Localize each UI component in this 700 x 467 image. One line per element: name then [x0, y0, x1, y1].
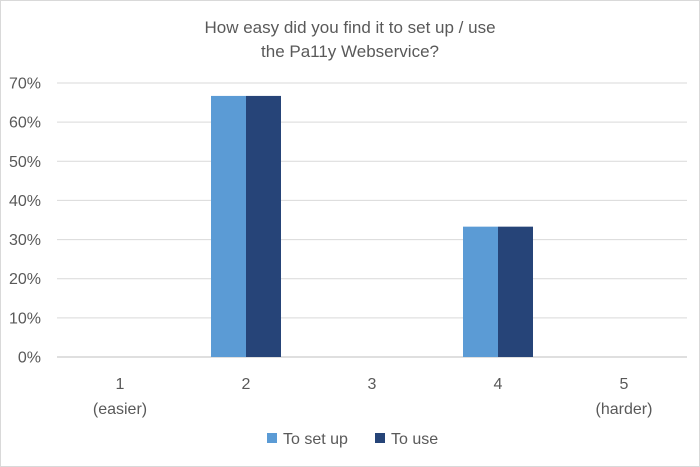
bar-to-set-up [463, 226, 498, 357]
chart-title-line: the Pa11y Webservice? [261, 42, 439, 61]
x-tick-label: (harder) [596, 401, 653, 418]
bar-to-use [498, 226, 533, 357]
legend: To set up To use [267, 431, 438, 448]
bar-to-use [246, 95, 281, 357]
legend-label: To use [391, 431, 438, 448]
gridlines [57, 82, 687, 358]
y-axis-ticks: 0% 10% 20% 30% 40% 50% 60% 70% [9, 76, 41, 367]
y-tick-label: 70% [9, 76, 41, 93]
y-tick-label: 50% [9, 154, 41, 171]
legend-swatch [267, 433, 277, 443]
y-tick-label: 10% [9, 310, 41, 327]
y-tick-label: 0% [18, 350, 41, 367]
x-axis-ticks: 1 (easier) 2 3 4 5 (harder) [93, 376, 653, 418]
x-tick-label: 3 [368, 376, 377, 393]
x-tick-label: 1 [116, 376, 125, 393]
x-tick-label: 5 [620, 376, 629, 393]
chart-title-line: How easy did you find it to set up / use [204, 18, 495, 37]
y-tick-label: 40% [9, 193, 41, 210]
chart-title: How easy did you find it to set up / use… [204, 18, 495, 61]
y-tick-label: 20% [9, 271, 41, 288]
x-tick-label: 2 [242, 376, 251, 393]
legend-swatch [375, 433, 385, 443]
legend-label: To set up [283, 431, 348, 448]
bar-to-set-up [211, 95, 246, 357]
x-tick-label: 4 [494, 376, 503, 393]
y-tick-label: 30% [9, 232, 41, 249]
y-tick-label: 60% [9, 115, 41, 132]
x-tick-label: (easier) [93, 401, 147, 418]
bars [211, 95, 533, 357]
